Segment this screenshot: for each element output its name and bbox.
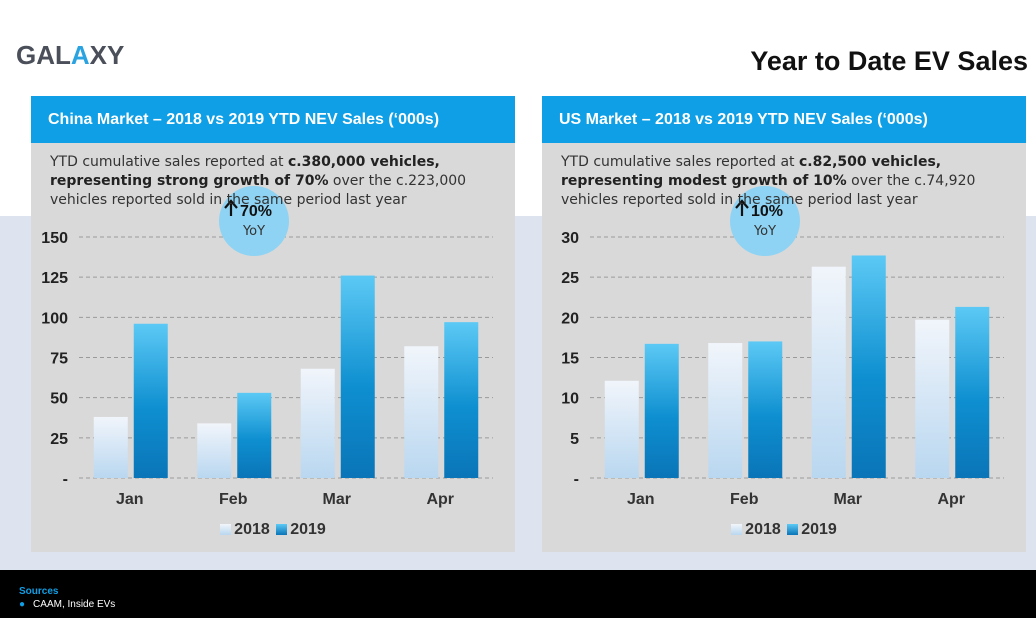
y-tick-label: 100 (41, 310, 68, 327)
x-tick-label: Mar (834, 491, 862, 508)
panel-title: US Market – 2018 vs 2019 YTD NEV Sales (… (542, 96, 1026, 143)
bar-2019-apr (955, 306, 990, 478)
legend-swatch-2018 (220, 524, 232, 535)
chart-legend: 2018 2019 (31, 521, 515, 539)
legend-item-2019: 2019 (787, 521, 837, 539)
y-tick-label: - (63, 471, 68, 488)
sources-item: ● CAAM, Inside EVs (19, 599, 116, 610)
x-tick-label: Apr (426, 491, 454, 508)
bar-2019-feb (748, 341, 783, 478)
panel-body: - 25 50 75 100 125 150 Jan Feb Mar Apr 70% YoY YTD c… (31, 143, 515, 552)
y-tick-label: 25 (50, 431, 68, 448)
china-market-panel: China Market – 2018 vs 2019 YTD NEV Sale… (31, 96, 515, 552)
galaxy-logo: GALAXY (16, 40, 125, 70)
panel-title: China Market – 2018 vs 2019 YTD NEV Sale… (31, 96, 515, 143)
y-tick-label: 25 (561, 270, 579, 287)
bar-2019-jan (644, 343, 679, 478)
bar-2018-mar (811, 266, 846, 478)
y-tick-label: 20 (561, 310, 579, 327)
panel-body: - 5 10 15 20 25 30 Jan Feb Mar Apr 10% YoY YTD cumul… (542, 143, 1026, 552)
china-sales-chart: - 25 50 75 100 125 150 Jan Feb Mar Apr 70% YoY (41, 186, 493, 508)
y-tick-label: - (574, 471, 579, 488)
x-tick-label: Apr (937, 491, 965, 508)
y-tick-label: 150 (41, 230, 68, 247)
sources-title: Sources (19, 586, 59, 597)
arrow-up-icon (224, 199, 238, 216)
panel-description: YTD cumulative sales reported at c.380,0… (50, 154, 467, 208)
legend-item-2019: 2019 (276, 521, 326, 539)
yoy-value: 10% (751, 203, 783, 220)
yoy-value: 70% (240, 203, 272, 220)
bar-2018-apr (915, 319, 950, 478)
page-title: Year to Date EV Sales (750, 46, 1028, 76)
bar-2019-mar (340, 275, 375, 478)
x-tick-label: Mar (323, 491, 351, 508)
bar-2018-feb (197, 423, 232, 478)
arrow-up-icon (735, 199, 749, 216)
legend-swatch-2019 (276, 524, 288, 535)
footer: Sources ● CAAM, Inside EVs (0, 570, 1036, 618)
legend-swatch-2019 (787, 524, 799, 535)
us-sales-chart: - 5 10 15 20 25 30 Jan Feb Mar Apr 10% YoY (561, 186, 1004, 508)
yoy-badge (219, 186, 289, 256)
bar-2018-jan (604, 380, 639, 478)
x-tick-label: Jan (116, 491, 144, 508)
bullet-icon: ● (19, 599, 26, 610)
yoy-label: YoY (753, 224, 776, 239)
y-tick-label: 125 (41, 270, 68, 287)
y-tick-label: 15 (561, 351, 579, 368)
y-tick-label: 50 (50, 391, 68, 408)
bar-2019-jan (133, 323, 168, 478)
x-tick-label: Feb (730, 491, 759, 508)
bar-2018-apr (404, 346, 439, 478)
bar-2019-mar (851, 255, 886, 478)
legend-item-2018: 2018 (731, 521, 781, 539)
chart-legend: 2018 2019 (542, 521, 1026, 539)
x-tick-label: Feb (219, 491, 248, 508)
bar-2019-apr (444, 322, 479, 478)
us-market-panel: US Market – 2018 vs 2019 YTD NEV Sales (… (542, 96, 1026, 552)
x-tick-label: Jan (627, 491, 655, 508)
legend-item-2018: 2018 (220, 521, 270, 539)
bar-2019-feb (237, 392, 272, 478)
y-tick-label: 75 (50, 351, 68, 368)
y-tick-label: 5 (570, 431, 579, 448)
y-tick-label: 30 (561, 230, 579, 247)
y-tick-label: 10 (561, 391, 579, 408)
legend-swatch-2018 (731, 524, 743, 535)
yoy-label: YoY (242, 224, 265, 239)
bar-2018-jan (93, 416, 128, 478)
bar-2018-feb (708, 343, 743, 478)
panel-description: YTD cumulative sales reported at c.82,50… (561, 154, 976, 208)
bar-2018-mar (300, 368, 335, 478)
yoy-badge (730, 186, 800, 256)
